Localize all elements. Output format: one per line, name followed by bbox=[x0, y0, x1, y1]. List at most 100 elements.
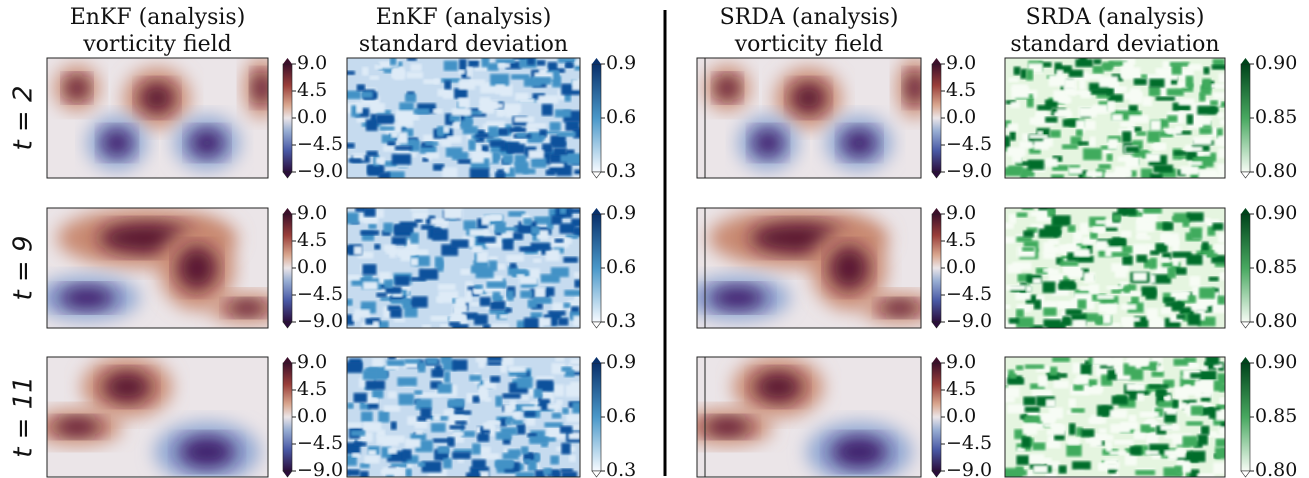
colorbar-label: 0.90 bbox=[1255, 202, 1297, 224]
noise bbox=[437, 283, 456, 291]
noise bbox=[1023, 396, 1036, 406]
noise bbox=[1070, 136, 1082, 146]
noise bbox=[1143, 215, 1150, 222]
noise bbox=[453, 315, 467, 323]
noise bbox=[366, 150, 378, 157]
colorbar-extend bbox=[931, 321, 942, 329]
noise bbox=[421, 461, 442, 473]
noise bbox=[543, 437, 556, 442]
vortex-core bbox=[252, 72, 268, 104]
noise bbox=[1213, 416, 1225, 426]
noise bbox=[1075, 120, 1086, 133]
noise bbox=[1132, 140, 1143, 150]
vortex-core bbox=[879, 300, 920, 316]
noise bbox=[563, 110, 580, 123]
column-title: standard deviation bbox=[1010, 32, 1219, 57]
noise bbox=[505, 61, 522, 70]
noise bbox=[507, 449, 522, 457]
noise bbox=[540, 274, 560, 283]
noise bbox=[1177, 460, 1191, 473]
noise bbox=[406, 71, 424, 79]
noise bbox=[1184, 146, 1203, 152]
noise bbox=[1016, 161, 1031, 166]
noise bbox=[1203, 66, 1210, 75]
noise bbox=[359, 401, 371, 410]
noise bbox=[1114, 166, 1132, 175]
noise bbox=[1167, 128, 1182, 135]
noise bbox=[1151, 274, 1172, 284]
noise bbox=[545, 249, 560, 262]
colorbar bbox=[591, 63, 602, 173]
noise bbox=[1128, 368, 1144, 381]
noise bbox=[1160, 119, 1169, 128]
noise bbox=[442, 167, 458, 178]
noise bbox=[1146, 432, 1159, 444]
noise bbox=[1091, 88, 1110, 95]
colorbar-label: 4.5 bbox=[297, 79, 327, 101]
noise bbox=[415, 398, 432, 410]
noise bbox=[410, 433, 427, 442]
noise bbox=[362, 369, 377, 380]
noise bbox=[514, 154, 527, 165]
noise bbox=[1142, 96, 1153, 107]
noise bbox=[1118, 128, 1133, 133]
noise bbox=[423, 79, 439, 85]
noise bbox=[363, 215, 379, 224]
panel-border bbox=[46, 57, 269, 179]
colorbar-label: 0.9 bbox=[606, 202, 636, 224]
noise bbox=[1136, 231, 1148, 238]
noise bbox=[530, 226, 540, 235]
panel-border bbox=[696, 356, 922, 478]
noise bbox=[516, 132, 527, 138]
noise bbox=[506, 290, 514, 301]
noise bbox=[472, 395, 480, 403]
noise bbox=[1212, 92, 1225, 99]
noise bbox=[1199, 254, 1207, 260]
noise bbox=[1167, 453, 1178, 461]
noise bbox=[347, 298, 353, 306]
noise bbox=[356, 116, 365, 123]
noise bbox=[527, 58, 535, 66]
noise bbox=[353, 246, 363, 255]
noise bbox=[1021, 436, 1031, 448]
noise bbox=[368, 449, 377, 456]
noise bbox=[455, 297, 467, 309]
colorbar bbox=[931, 362, 942, 472]
noise bbox=[490, 375, 501, 383]
noise bbox=[452, 122, 461, 129]
noise bbox=[1012, 262, 1032, 271]
noise bbox=[1145, 289, 1157, 300]
noise bbox=[560, 468, 574, 473]
noise bbox=[1174, 387, 1189, 400]
noise bbox=[1165, 301, 1184, 307]
noise bbox=[437, 126, 449, 135]
colorbar-label: 9.0 bbox=[946, 202, 976, 224]
noise bbox=[1043, 319, 1062, 328]
noise bbox=[390, 295, 405, 302]
noise bbox=[1179, 307, 1194, 318]
noise bbox=[415, 440, 433, 453]
noise bbox=[1130, 88, 1141, 96]
noise bbox=[500, 110, 507, 116]
noise bbox=[1040, 413, 1056, 422]
noise bbox=[1174, 465, 1183, 475]
noise bbox=[1037, 375, 1048, 387]
colorbar-label: 9.0 bbox=[946, 351, 976, 373]
noise bbox=[1128, 388, 1137, 401]
noise bbox=[547, 403, 561, 410]
noise bbox=[372, 103, 385, 114]
noise bbox=[508, 366, 527, 373]
noise bbox=[391, 153, 412, 165]
noise bbox=[1220, 422, 1225, 429]
noise bbox=[405, 468, 412, 477]
noise bbox=[502, 393, 521, 399]
noise bbox=[1076, 255, 1094, 263]
noise bbox=[565, 120, 580, 131]
noise bbox=[1058, 301, 1078, 308]
noise bbox=[1139, 411, 1159, 418]
noise bbox=[557, 58, 577, 64]
noise bbox=[555, 357, 565, 362]
noise bbox=[531, 157, 547, 168]
noise bbox=[347, 361, 363, 373]
noise bbox=[383, 405, 401, 412]
